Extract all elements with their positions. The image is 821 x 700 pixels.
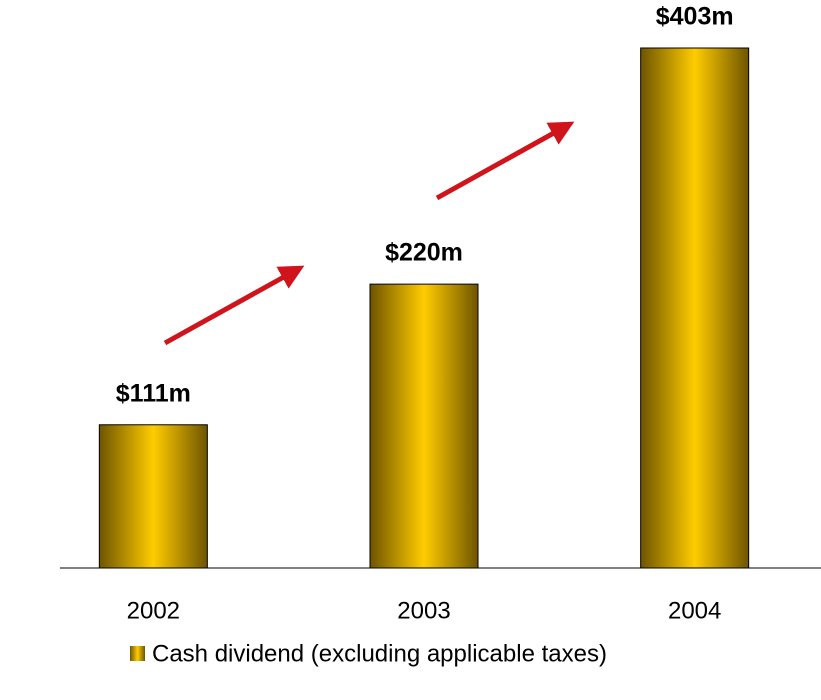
value-label: $111m [116, 379, 191, 407]
value-label: $403m [656, 3, 734, 31]
bar [640, 47, 750, 569]
legend-label: Cash dividend (excluding applicable taxe… [152, 640, 607, 667]
bar [98, 424, 208, 569]
x-tick-label: 2002 [127, 597, 180, 624]
value-label: $220m [385, 239, 463, 267]
x-tick-label: 2003 [397, 597, 450, 624]
trend-arrow [163, 265, 305, 346]
legend-swatch [130, 646, 145, 661]
bar [369, 283, 479, 569]
trend-arrow [435, 121, 575, 201]
x-tick-label: 2004 [668, 597, 721, 624]
